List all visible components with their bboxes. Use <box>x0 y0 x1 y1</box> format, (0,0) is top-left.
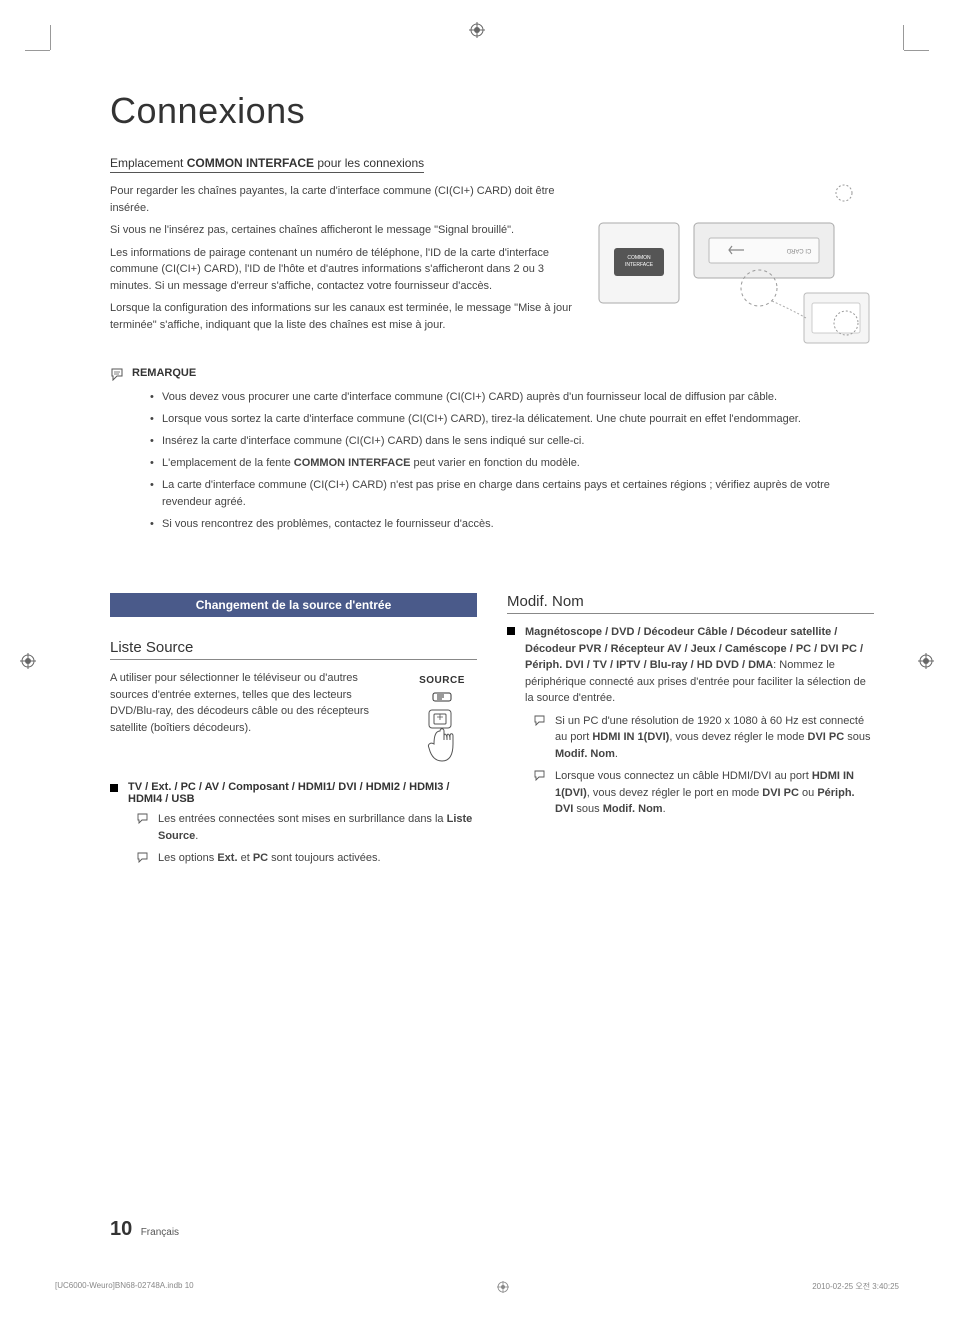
note-text: Si un PC d'une résolution de 1920 x 1080… <box>555 713 874 763</box>
slot-label: COMMON <box>627 255 651 261</box>
remarque-item: La carte d'interface commune (CI(CI+) CA… <box>150 477 874 511</box>
document-footer: [UC6000-Weuro]BN68-02748A.indb 10 2010-0… <box>55 1281 899 1293</box>
liste-source-body: A utiliser pour sélectionner le télévise… <box>110 670 395 736</box>
intro-paragraph: Les informations de pairage contenant un… <box>110 245 574 295</box>
source-button-diagram: SOURCE <box>407 670 477 771</box>
source-options-list: TV / Ext. / PC / AV / Composant / HDMI1/… <box>128 781 477 805</box>
square-bullet-icon <box>507 627 515 635</box>
subheading-suffix: pour les connexions <box>314 156 424 170</box>
modif-nom-body: Magnétoscope / DVD / Décodeur Câble / Dé… <box>525 624 874 707</box>
footer-timestamp: 2010-02-25 오전 3:40:25 <box>812 1281 899 1293</box>
section-subheading: Emplacement COMMON INTERFACE pour les co… <box>110 156 424 173</box>
remote-press-icon <box>417 706 467 766</box>
note-icon <box>136 851 150 863</box>
subheading-prefix: Emplacement <box>110 156 187 170</box>
intro-paragraph: Lorsque la configuration des information… <box>110 300 574 333</box>
footer-filename: [UC6000-Weuro]BN68-02748A.indb 10 <box>55 1281 194 1293</box>
note-text: Lorsque vous connectez un câble HDMI/DVI… <box>555 768 874 818</box>
note-icon <box>533 769 547 781</box>
modif-nom-heading: Modif. Nom <box>507 593 874 614</box>
note-icon <box>110 367 126 381</box>
remarque-item: Lorsque vous sortez la carte d'interface… <box>150 411 874 428</box>
intro-text-block: Pour regarder les chaînes payantes, la c… <box>110 183 574 353</box>
left-column: Changement de la source d'entrée Liste S… <box>110 593 477 867</box>
remarque-list: Vous devez vous procurer une carte d'int… <box>150 389 874 533</box>
remarque-item: Si vous rencontrez des problèmes, contac… <box>150 516 874 533</box>
registration-mark-icon <box>497 1281 509 1293</box>
note-icon <box>533 714 547 726</box>
intro-paragraph: Pour regarder les chaînes payantes, la c… <box>110 183 574 216</box>
remarque-item: Vous devez vous procurer une carte d'int… <box>150 389 874 406</box>
note-icon <box>136 812 150 824</box>
note-text: Les entrées connectées sont mises en sur… <box>158 811 477 844</box>
page-language: Français <box>141 1227 179 1238</box>
source-label: SOURCE <box>419 675 465 686</box>
page-title: Connexions <box>110 90 904 132</box>
remarque-label: REMARQUE <box>132 367 196 379</box>
right-column: Modif. Nom Magnétoscope / DVD / Décodeur… <box>507 593 874 867</box>
liste-source-heading: Liste Source <box>110 639 477 660</box>
remarque-item: L'emplacement de la fente COMMON INTERFA… <box>150 455 874 472</box>
remarque-item: Insérez la carte d'interface commune (CI… <box>150 433 874 450</box>
page-number: 10 <box>110 1218 132 1240</box>
card-label: CI CARD <box>786 247 811 253</box>
page-footer: 10 Français <box>110 1218 179 1241</box>
note-text: Les options Ext. et PC sont toujours act… <box>158 850 381 867</box>
subheading-bold: COMMON INTERFACE <box>187 156 314 170</box>
section-banner: Changement de la source d'entrée <box>110 593 477 617</box>
square-bullet-icon <box>110 784 118 792</box>
slot-label: INTERFACE <box>625 262 654 268</box>
intro-paragraph: Si vous ne l'insérez pas, certaines chaî… <box>110 222 574 239</box>
ci-card-diagram: COMMON INTERFACE CI CARD <box>594 183 874 353</box>
